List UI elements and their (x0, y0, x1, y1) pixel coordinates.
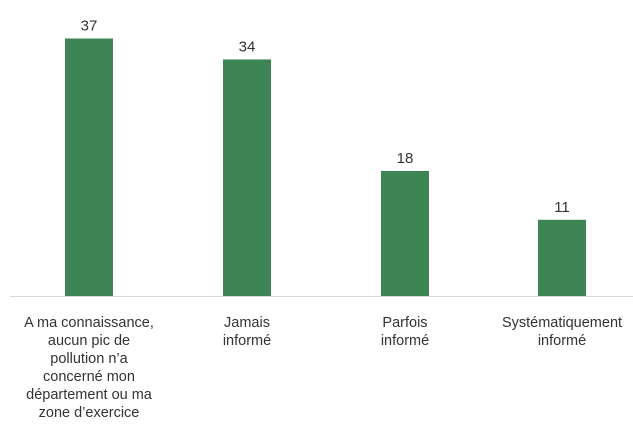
category-label-1: A ma connaissance, aucun pic de pollutio… (0, 314, 179, 422)
value-label-2: 34 (239, 38, 256, 55)
bar-4 (538, 220, 586, 297)
bar-1 (65, 39, 113, 297)
value-label-3: 18 (397, 150, 414, 167)
value-labels-group: 37 34 18 11 (81, 18, 570, 216)
bars-group (65, 39, 586, 297)
bar-2 (223, 59, 271, 296)
bar-3 (381, 171, 429, 297)
category-label-3: Parfois informé (315, 314, 495, 350)
category-label-2: Jamais informé (157, 314, 337, 350)
value-label-1: 37 (81, 18, 98, 35)
value-label-4: 11 (554, 199, 570, 216)
category-label-4: Systématiquement informé (472, 314, 633, 350)
